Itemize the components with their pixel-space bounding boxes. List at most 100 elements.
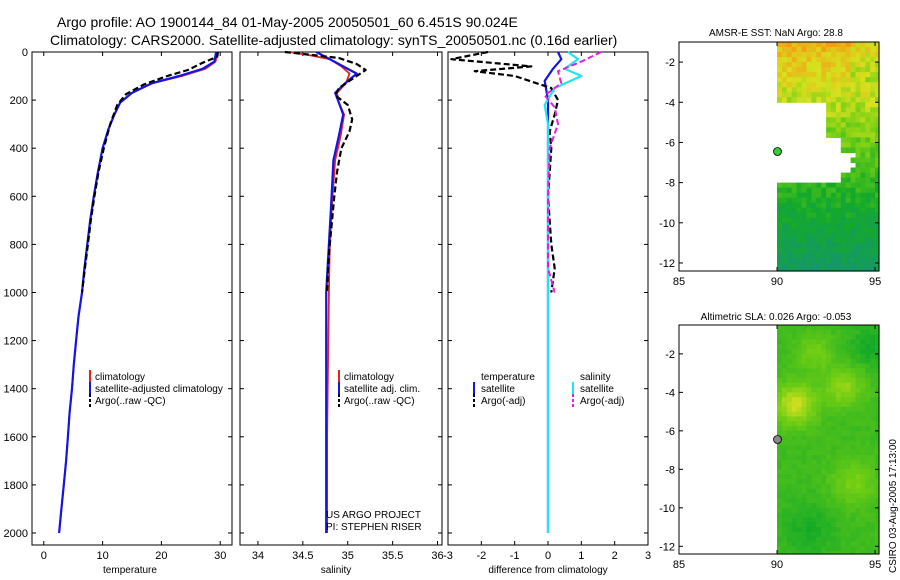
map-cell — [855, 192, 861, 199]
map-cell — [840, 87, 847, 93]
map-cell — [870, 541, 876, 547]
map-cell — [826, 349, 832, 355]
map-cell — [870, 207, 876, 214]
map-cell — [806, 474, 812, 480]
map-cell — [801, 503, 807, 509]
map-cell — [855, 212, 861, 219]
map-cell — [791, 416, 798, 422]
map-cell — [826, 483, 832, 490]
map-cell — [801, 202, 807, 209]
map-cell — [781, 87, 788, 93]
map-cell — [826, 368, 832, 374]
map-cell — [860, 334, 866, 340]
map-cell — [870, 162, 876, 169]
x-tick-label: 0 — [41, 550, 47, 562]
map-cell — [826, 207, 832, 214]
map-cell — [796, 411, 803, 417]
map-cell — [845, 430, 852, 437]
map-cell — [865, 493, 871, 499]
map-cell — [781, 469, 788, 475]
map-cell — [811, 353, 817, 360]
map-cell — [796, 67, 803, 73]
map-cell — [840, 474, 847, 480]
map-cell — [811, 531, 817, 538]
map-cell — [850, 92, 857, 98]
map-cell — [870, 237, 876, 244]
map-cell — [870, 247, 876, 254]
map-cell — [801, 92, 807, 98]
map-cell — [831, 440, 837, 446]
map-cell — [840, 222, 847, 229]
map-cell — [786, 349, 793, 355]
map-cell — [826, 242, 832, 249]
map-cell — [796, 363, 803, 369]
map-cell — [826, 493, 832, 499]
map-cell — [831, 334, 837, 340]
map-cell — [870, 329, 876, 336]
map-cell — [865, 82, 871, 88]
map-cell — [801, 212, 807, 219]
map-cell — [801, 459, 807, 466]
map-cell — [870, 411, 876, 417]
map-cell — [811, 252, 817, 259]
map-cell — [816, 397, 822, 403]
map-cell — [777, 522, 783, 528]
map-cell — [855, 454, 861, 461]
map-cell — [816, 531, 822, 538]
map-cell — [855, 142, 861, 148]
map-cell — [860, 450, 866, 456]
map-cell — [821, 474, 827, 480]
map-cell — [850, 507, 857, 514]
map-cell — [850, 227, 857, 234]
map-cell — [870, 187, 876, 194]
map-cell — [840, 450, 847, 456]
map-cell — [850, 217, 857, 224]
map-cell — [870, 92, 876, 98]
map-cell — [821, 252, 827, 259]
map-cell — [835, 67, 842, 73]
map-cell — [811, 498, 817, 504]
map-cell — [816, 67, 822, 73]
map-cell — [811, 237, 817, 244]
map-cell — [796, 430, 803, 437]
map-cell — [791, 406, 798, 413]
map-cell — [831, 47, 837, 53]
legend-text: salinity — [580, 372, 611, 383]
map-cell — [870, 67, 876, 73]
map-cell — [870, 142, 876, 148]
map-cell — [826, 474, 832, 480]
map-cell — [786, 406, 793, 413]
map-cell — [875, 435, 880, 442]
map-cell — [801, 47, 807, 53]
map-cell — [855, 469, 861, 475]
map-cell — [791, 217, 798, 224]
map-cell — [826, 97, 832, 103]
map-cell — [860, 349, 866, 355]
map-cell — [831, 377, 837, 384]
map-cell — [865, 192, 871, 199]
map-cell — [826, 232, 832, 239]
map-cell — [796, 252, 803, 259]
map-cell — [791, 440, 798, 446]
map-cell — [786, 416, 793, 422]
map-cell — [791, 421, 798, 427]
map-cell — [811, 217, 817, 224]
map-cell — [835, 207, 842, 214]
map-cell — [816, 488, 822, 494]
map-cell — [860, 87, 866, 93]
map-cell — [870, 263, 876, 269]
map-cell — [786, 450, 793, 456]
map-cell — [865, 382, 871, 389]
map-cell — [796, 263, 803, 269]
map-cell — [786, 72, 793, 78]
map-cell — [786, 363, 793, 369]
map-cell — [796, 373, 803, 379]
map-cell — [840, 349, 847, 355]
map-cell — [821, 202, 827, 209]
map-cell — [821, 382, 827, 389]
map-cell — [806, 541, 812, 547]
map-cell — [835, 402, 842, 408]
map-cell — [860, 67, 866, 73]
map-cell — [870, 406, 876, 413]
map-cell — [831, 187, 837, 194]
